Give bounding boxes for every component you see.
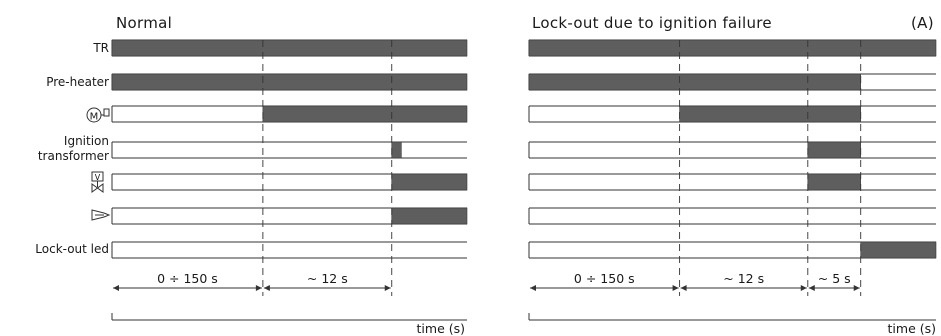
lockout-durations: 0 ÷ 150 s ~ 12 s ~ 5 s bbox=[530, 271, 860, 291]
arrow-right-icon bbox=[672, 285, 679, 291]
duration-label: 0 ÷ 150 s bbox=[574, 271, 635, 286]
arrow-left-icon bbox=[530, 285, 536, 291]
valve-icon: V bbox=[91, 171, 104, 193]
motor-icon: M bbox=[86, 107, 110, 123]
duration-label: ~ 12 s bbox=[723, 271, 764, 286]
signal-on-bar bbox=[391, 141, 402, 159]
duration-label: ~ 12 s bbox=[307, 271, 348, 286]
row-label-pre-heater: Pre-heater bbox=[46, 75, 109, 89]
signal-row bbox=[528, 39, 937, 57]
signal-row bbox=[528, 207, 936, 225]
duration-label-bg bbox=[813, 273, 856, 285]
duration-label-bg bbox=[152, 273, 223, 285]
signal-row bbox=[528, 173, 936, 191]
lockout-time-axis: time (s) bbox=[528, 313, 936, 336]
signal-row bbox=[111, 73, 468, 91]
normal-time-axis: time (s) bbox=[111, 313, 467, 336]
signal-row bbox=[111, 39, 468, 57]
normal-markers bbox=[262, 40, 393, 296]
arrow-right-icon bbox=[853, 285, 860, 291]
arrow-left-icon bbox=[680, 285, 687, 291]
signal-row bbox=[111, 141, 467, 159]
duration-span: 0 ÷ 150 s bbox=[530, 271, 679, 291]
row-label-transformer: transformer bbox=[38, 149, 109, 163]
row-label-lockout-led: Lock-out led bbox=[35, 242, 109, 256]
signal-on-bar bbox=[111, 39, 468, 57]
signal-on-bar bbox=[111, 73, 468, 91]
signal-row bbox=[111, 241, 467, 259]
row-label-tr: TR bbox=[92, 41, 109, 55]
duration-label-bg bbox=[302, 273, 352, 285]
arrow-left-icon bbox=[808, 285, 815, 291]
signal-on-bar bbox=[391, 173, 468, 191]
duration-label: 0 ÷ 150 s bbox=[157, 271, 218, 286]
signal-row bbox=[528, 241, 937, 259]
normal-time-label: time (s) bbox=[417, 321, 465, 336]
duration-span: 0 ÷ 150 s bbox=[113, 271, 262, 291]
duration-span: ~ 12 s bbox=[680, 271, 807, 291]
normal-durations: 0 ÷ 150 s ~ 12 s bbox=[113, 271, 391, 291]
lockout-markers bbox=[679, 40, 862, 296]
duration-label: ~ 5 s bbox=[818, 271, 851, 286]
signal-on-bar bbox=[807, 141, 862, 159]
duration-span: ~ 12 s bbox=[263, 271, 391, 291]
arrow-left-icon bbox=[113, 285, 119, 291]
signal-row bbox=[111, 207, 468, 225]
duration-label-bg bbox=[568, 273, 640, 285]
signal-on-bar bbox=[391, 207, 468, 225]
signal-row bbox=[528, 141, 936, 159]
panel-tag-a: (A) bbox=[911, 14, 934, 32]
signal-on-bar bbox=[528, 39, 937, 57]
flame-icon bbox=[91, 209, 111, 221]
arrow-right-icon bbox=[255, 285, 262, 291]
duration-span: ~ 5 s bbox=[808, 271, 860, 291]
signal-row bbox=[528, 105, 936, 123]
duration-label-bg bbox=[719, 273, 769, 285]
signal-row bbox=[111, 173, 468, 191]
arrow-left-icon bbox=[263, 285, 270, 291]
panel-title-normal: Normal bbox=[116, 14, 172, 32]
signal-row bbox=[111, 105, 468, 123]
signal-on-bar bbox=[679, 105, 862, 123]
signal-on-bar bbox=[860, 241, 937, 259]
signal-on-bar bbox=[262, 105, 468, 123]
svg-text:V: V bbox=[95, 173, 101, 182]
signal-row bbox=[528, 73, 936, 91]
lockout-time-label: time (s) bbox=[888, 321, 936, 336]
arrow-right-icon bbox=[384, 285, 391, 291]
panel-title-lockout: Lock-out due to ignition failure bbox=[532, 14, 772, 32]
arrow-right-icon bbox=[800, 285, 807, 291]
row-label-ignition: Ignition bbox=[64, 134, 109, 148]
normal-rows bbox=[111, 39, 468, 259]
lockout-rows bbox=[528, 39, 937, 259]
svg-text:M: M bbox=[90, 112, 99, 123]
signal-on-bar bbox=[528, 73, 862, 91]
signal-on-bar bbox=[807, 173, 862, 191]
